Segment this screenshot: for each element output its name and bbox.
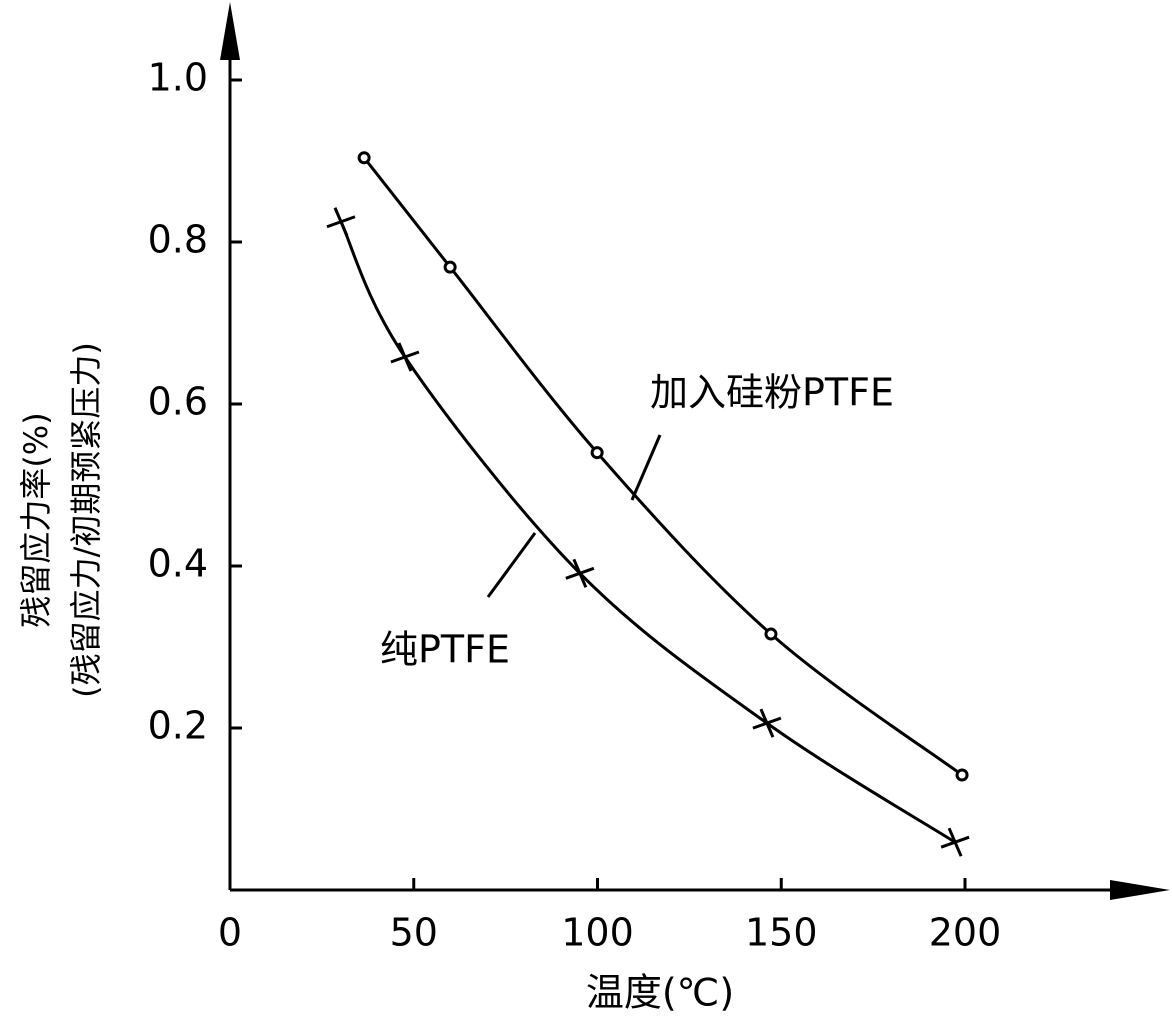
marker [443, 260, 457, 274]
x-tick-label: 150 [745, 911, 818, 955]
y-axis-arrow [220, 2, 240, 60]
leader-line [630, 434, 662, 501]
line [339, 221, 956, 844]
series-label: 纯PTFE [380, 628, 510, 672]
y-axis-label: 残留应力率(%) [17, 412, 55, 627]
x-axis-arrow [1110, 880, 1170, 900]
marker [764, 627, 778, 641]
x-tick-label: 50 [390, 911, 438, 955]
marker [357, 151, 371, 165]
x-axis-label: 温度(℃) [586, 971, 734, 1015]
x-tick-label: 0 [218, 911, 242, 955]
marker [590, 446, 604, 460]
y-tick-label: 0.4 [148, 542, 208, 586]
marker [390, 342, 420, 372]
marker [955, 768, 969, 782]
y-tick-label: 0.8 [148, 218, 208, 262]
marker [940, 827, 970, 857]
marker [752, 708, 782, 738]
x-tick-label: 200 [929, 911, 1002, 955]
y-tick-label: 0.6 [148, 380, 208, 424]
series-label: 加入硅粉PTFE [650, 371, 894, 415]
leader-line [486, 532, 537, 598]
line [362, 156, 963, 777]
y-axis-label: (残留应力/初期预紧压力) [67, 342, 105, 698]
y-tick-label: 1.0 [148, 56, 208, 100]
marker [565, 558, 595, 588]
marker [326, 207, 356, 237]
y-tick-label: 0.2 [148, 704, 208, 748]
x-tick-label: 100 [561, 911, 634, 955]
